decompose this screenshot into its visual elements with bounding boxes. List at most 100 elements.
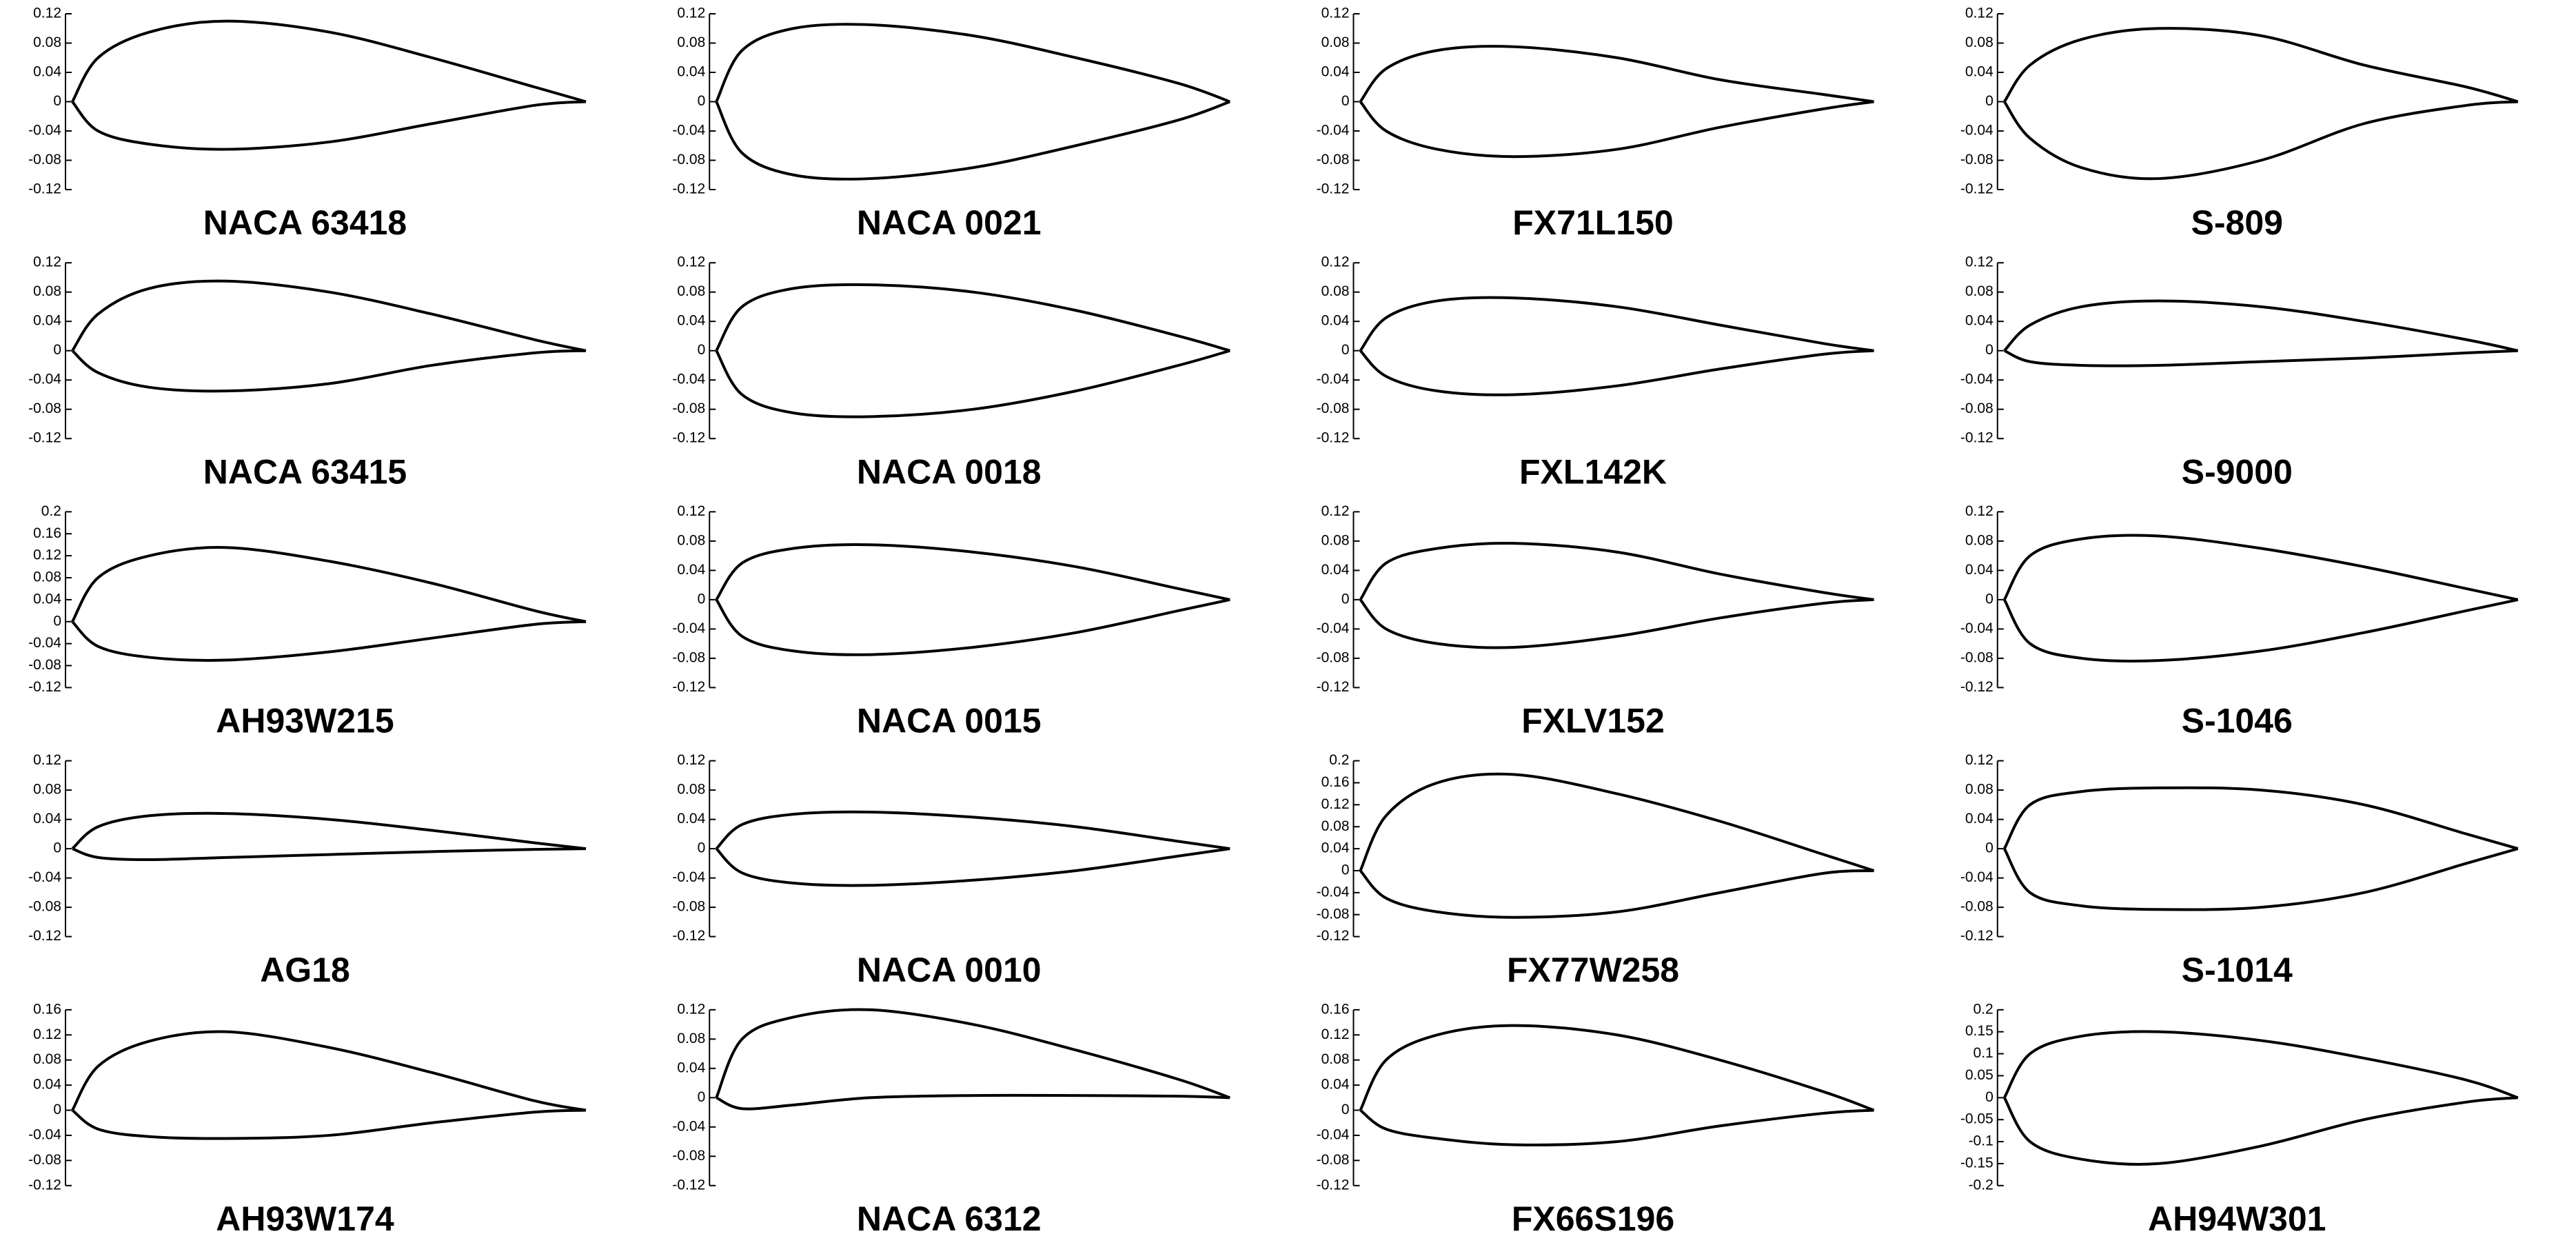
y-tick-label: 0.16 (1321, 774, 1350, 790)
y-tick-label: -0.08 (1960, 649, 1994, 665)
y-tick-label: 0.04 (1321, 313, 1350, 329)
y-tick-label: 0.08 (33, 34, 61, 50)
y-tick-label: -0.12 (672, 430, 705, 446)
y-tick-label: 0.04 (1321, 562, 1350, 578)
airfoil-name: NACA 0010 (857, 951, 1042, 989)
y-tick-label: 0.08 (1321, 532, 1350, 548)
y-tick-label: 0.04 (1965, 811, 1994, 827)
y-tick-label: 0.1 (1974, 1045, 1994, 1061)
airfoil-surface (71, 19, 587, 103)
y-tick-label: -0.12 (1317, 679, 1350, 695)
y-tick-label: -0.08 (28, 1152, 61, 1168)
y-tick-label: 0 (1985, 591, 1994, 607)
airfoil-name: S-1046 (2182, 702, 2293, 740)
y-tick-label: -0.04 (1960, 869, 1994, 885)
y-tick-label: 0 (1341, 862, 1350, 878)
y-tick-label: 0.08 (677, 782, 705, 798)
y-tick-label: -0.08 (1960, 152, 1994, 168)
y-tick-label: 0.04 (1965, 64, 1994, 80)
y-tick-label: 0.12 (1321, 6, 1350, 21)
y-tick-label: 0.12 (1965, 6, 1994, 21)
y-tick-label: 0.04 (1965, 562, 1994, 578)
y-tick-label: -0.05 (1960, 1111, 1994, 1127)
y-tick-label: -0.04 (672, 1118, 705, 1134)
airfoil-surface (1359, 598, 1874, 649)
y-tick-label: -0.08 (1317, 401, 1350, 416)
y-tick-label: 0.08 (33, 1051, 61, 1067)
y-tick-label: 0 (53, 342, 61, 358)
y-tick-label: 0.12 (677, 6, 705, 21)
y-tick-label: -0.12 (28, 430, 61, 446)
airfoil-surface (715, 1008, 1230, 1100)
airfoil-name: AH94W301 (2148, 1200, 2326, 1238)
airfoil-surface (1359, 45, 1874, 103)
y-tick-label: -0.04 (1317, 620, 1350, 636)
y-tick-label: 0 (1985, 342, 1994, 358)
y-tick-label: -0.12 (1317, 928, 1350, 944)
y-tick-label: 0 (53, 1102, 61, 1117)
y-tick-label: 0.12 (33, 254, 61, 270)
y-tick-label: 0.04 (1321, 64, 1350, 80)
y-tick-label: 0.12 (1321, 1026, 1350, 1042)
y-tick-label: 0.04 (677, 562, 705, 578)
y-tick-label: 0.04 (1321, 840, 1350, 856)
y-tick-label: 0 (53, 93, 61, 109)
y-tick-label: 0 (1985, 93, 1994, 109)
y-tick-label: 0.16 (1321, 1001, 1350, 1017)
y-tick-label: -0.08 (1317, 906, 1350, 922)
y-tick-label: 0.12 (677, 254, 705, 270)
airfoil-surface (2003, 27, 2519, 103)
y-tick-label: 0.15 (1965, 1023, 1994, 1039)
y-tick-label: -0.08 (28, 401, 61, 416)
y-tick-label: -0.04 (672, 123, 705, 139)
y-tick-label: 0.05 (1965, 1067, 1994, 1083)
y-tick-label: 0 (698, 840, 706, 856)
y-tick-label: 0.2 (41, 503, 61, 519)
airfoil-name: NACA 63418 (203, 203, 407, 242)
airfoil-name: FX66S196 (1512, 1200, 1674, 1238)
y-tick-label: -0.08 (28, 152, 61, 168)
y-tick-label: 0.04 (33, 591, 61, 607)
airfoil-surface (2003, 100, 2518, 181)
y-tick-label: 0.08 (33, 569, 61, 585)
airfoil-name: NACA 63415 (203, 452, 407, 491)
y-tick-label: -0.08 (1317, 649, 1350, 665)
y-tick-label: -0.04 (1960, 620, 1994, 636)
y-tick-label: 0 (1341, 93, 1350, 109)
airfoil-surface (1359, 1109, 1874, 1146)
y-tick-label: 0.08 (1965, 532, 1994, 548)
airfoil-surface (2003, 299, 2519, 352)
airfoil-surface (1359, 100, 1874, 159)
airfoil-surface (2002, 534, 2519, 601)
y-tick-label: -0.12 (28, 928, 61, 944)
y-tick-label: 0.12 (33, 1026, 61, 1042)
y-tick-label: 0 (1341, 591, 1350, 607)
y-tick-label: 0.04 (1321, 1077, 1350, 1093)
y-tick-label: -0.12 (672, 181, 705, 197)
y-tick-label: 0.08 (677, 34, 705, 50)
y-tick-label: -0.08 (672, 899, 705, 915)
y-tick-label: 0.08 (1965, 283, 1994, 299)
y-tick-label: -0.12 (28, 1177, 61, 1193)
airfoil-surface (715, 349, 1230, 418)
y-tick-label: 0.08 (677, 532, 705, 548)
y-tick-label: 0.08 (1965, 34, 1994, 50)
y-tick-label: 0 (53, 840, 61, 856)
y-tick-label: -0.08 (28, 657, 61, 673)
y-tick-label: 0 (698, 342, 706, 358)
airfoil-surface (716, 1093, 1230, 1111)
airfoil-surface (715, 543, 1230, 601)
y-tick-label: -0.08 (672, 401, 705, 416)
y-tick-label: 0.08 (677, 283, 705, 299)
y-tick-label: 0.04 (677, 64, 705, 80)
airfoil-name: FXLV152 (1521, 702, 1665, 740)
y-tick-label: 0.08 (1321, 283, 1350, 299)
y-tick-label: 0.12 (677, 1001, 705, 1017)
y-tick-label: -0.1 (1969, 1133, 1994, 1149)
y-tick-label: 0.12 (33, 547, 61, 563)
y-tick-label: 0.08 (33, 782, 61, 798)
airfoil-name: S-9000 (2182, 452, 2293, 491)
airfoil-surface (1359, 869, 1874, 919)
